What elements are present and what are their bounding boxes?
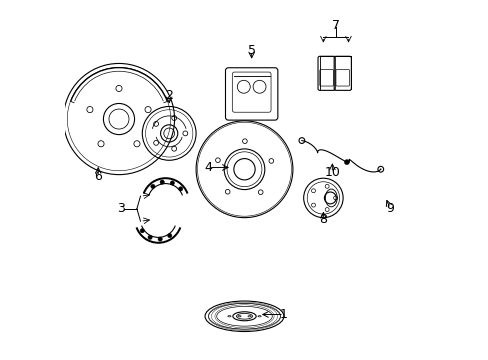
Text: 2: 2 <box>165 89 173 102</box>
Circle shape <box>170 181 174 185</box>
Text: 4: 4 <box>204 161 212 174</box>
Text: 5: 5 <box>247 44 255 57</box>
Circle shape <box>140 229 144 233</box>
Circle shape <box>344 159 349 165</box>
Text: 9: 9 <box>386 202 393 215</box>
Circle shape <box>150 184 155 189</box>
Text: 3: 3 <box>117 202 124 215</box>
Circle shape <box>167 233 172 238</box>
Text: 6: 6 <box>94 170 102 183</box>
Circle shape <box>158 237 162 241</box>
Text: 1: 1 <box>280 308 287 321</box>
Circle shape <box>148 235 152 239</box>
Text: 7: 7 <box>331 19 339 32</box>
Text: 10: 10 <box>324 166 340 179</box>
Circle shape <box>160 180 164 184</box>
Circle shape <box>178 187 183 191</box>
Text: 8: 8 <box>319 213 327 226</box>
